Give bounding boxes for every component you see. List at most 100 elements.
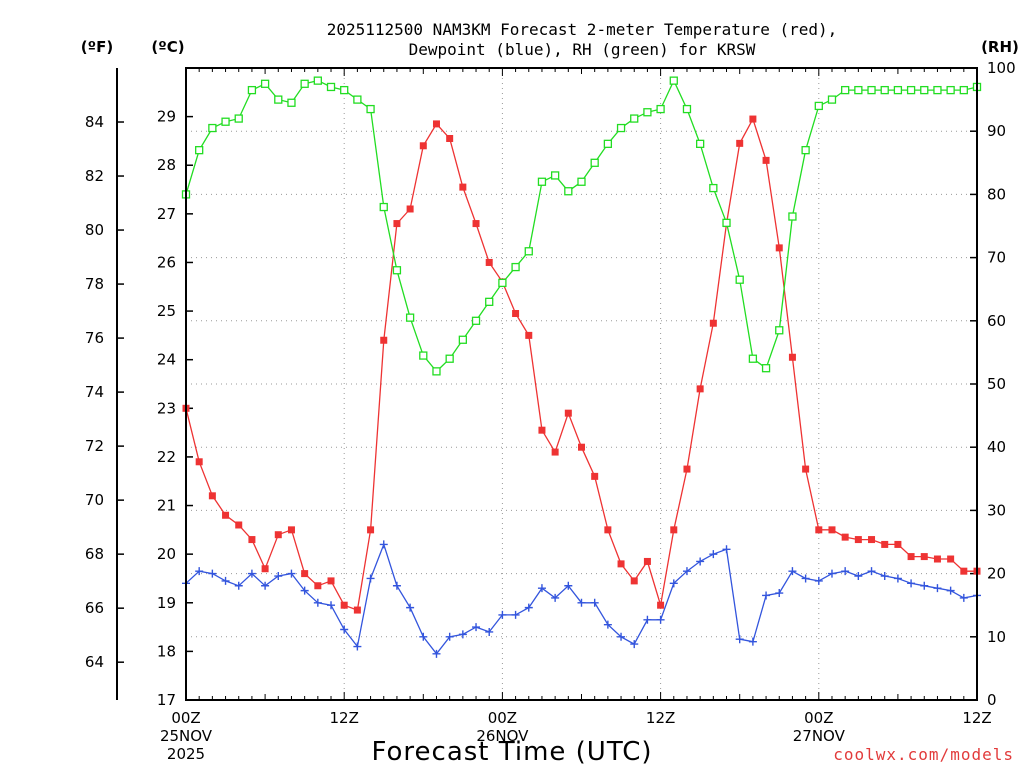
series-dewpoint — [182, 540, 981, 658]
rh-tick-label: 80 — [987, 185, 1006, 203]
temperature-point — [762, 156, 770, 164]
temperature-point — [367, 526, 375, 534]
rh-point — [959, 85, 968, 95]
rh-tick-label: 40 — [987, 438, 1006, 456]
temperature-point — [657, 601, 665, 609]
celsius-tick-label: 20 — [157, 545, 176, 563]
fahrenheit-tick-label: 64 — [85, 653, 104, 671]
rh-tick-label: 30 — [987, 501, 1006, 519]
dewpoint-point — [379, 540, 388, 549]
rh-tick-label: 50 — [987, 375, 1006, 393]
temperature-point — [222, 511, 230, 519]
rh-point — [419, 351, 428, 360]
rh-point — [920, 85, 929, 95]
temperature-point — [868, 536, 876, 544]
dewpoint-point — [775, 589, 784, 598]
x-tick-label-year: 2025 — [167, 745, 205, 763]
dewpoint-point — [287, 569, 296, 578]
rh-point — [471, 316, 481, 325]
dewpoint-point — [630, 640, 639, 649]
rh-point — [564, 187, 573, 196]
dewpoint-point — [867, 567, 876, 576]
dewpoint-point — [841, 567, 850, 576]
rh-tick-label: 90 — [987, 122, 1006, 140]
x-tick-label-date: 27NOV — [793, 727, 846, 745]
rh-point — [247, 85, 257, 95]
temperature-point — [960, 567, 968, 575]
temperature-point — [301, 570, 309, 578]
rh-point — [827, 95, 837, 104]
temperature-point — [683, 465, 691, 473]
rh-point — [656, 104, 665, 114]
temperature-point — [274, 531, 282, 539]
temperature-point — [538, 426, 546, 434]
rh-point — [313, 76, 322, 85]
rh-point — [788, 212, 797, 221]
temperature-point — [340, 601, 348, 609]
celsius-unit-label: (ºC) — [151, 38, 184, 56]
fahrenheit-axis: 64 66 68 70 72 74 76 78 80 82 84 — [85, 68, 124, 700]
temperature-point — [551, 448, 559, 456]
dewpoint-point — [643, 615, 652, 624]
fahrenheit-unit-label: (ºF) — [81, 38, 113, 56]
rh-point — [616, 123, 626, 133]
fahrenheit-tick-label: 76 — [85, 329, 104, 347]
rh-point — [906, 85, 916, 95]
dewpoint-point — [814, 576, 823, 585]
dewpoint-point — [564, 581, 573, 590]
dewpoint-point — [221, 576, 230, 585]
x-tick-label-time: 00Z — [488, 709, 517, 727]
dewpoint-point — [419, 632, 428, 641]
dewpoint-point — [537, 584, 546, 593]
rh-point — [643, 108, 652, 117]
rh-point — [577, 177, 586, 186]
fahrenheit-tick-label: 70 — [85, 491, 104, 509]
temperature-point — [670, 526, 678, 534]
temperature-point — [696, 385, 704, 393]
dewpoint-point — [327, 601, 336, 610]
temperature-point — [709, 319, 717, 327]
rh-point — [801, 146, 810, 155]
dewpoint-point — [669, 579, 678, 588]
temperature-point — [195, 458, 203, 466]
series-rh — [181, 76, 982, 376]
dewpoint-point — [234, 581, 243, 590]
dewpoint-point — [458, 630, 467, 639]
temperature-point — [749, 115, 757, 123]
x-tick-label-date: 25NOV — [160, 727, 213, 745]
rh-point — [353, 95, 362, 104]
dewpoint-point — [788, 567, 797, 576]
dewpoint-point — [274, 572, 283, 581]
temperature-point — [459, 183, 467, 191]
dewpoint-point — [854, 572, 863, 581]
dewpoint-point — [762, 591, 771, 600]
dewpoint-point — [893, 574, 902, 583]
plot-frame — [185, 67, 978, 701]
rh-point — [326, 82, 336, 92]
temperature-point — [775, 244, 783, 252]
rh-point — [761, 364, 771, 373]
dewpoint-point — [827, 569, 836, 578]
temperature-point — [578, 443, 585, 451]
dewpoint-point — [247, 569, 256, 578]
temperature-point — [525, 331, 533, 339]
dewpoint-point — [577, 598, 586, 607]
temperature-point — [208, 492, 216, 500]
dewpoint-point — [735, 635, 744, 644]
dewpoint-point — [722, 545, 731, 554]
series-layer — [181, 76, 982, 658]
temperature-point — [828, 526, 836, 534]
rh-point — [775, 326, 784, 335]
temperature-point — [564, 409, 572, 417]
rh-point — [537, 177, 547, 186]
rh-point — [682, 104, 692, 114]
rh-point — [696, 139, 705, 148]
rh-point — [485, 297, 494, 306]
dewpoint-point — [406, 603, 415, 612]
temperature-point — [393, 220, 401, 228]
series-2-meter-temperature — [182, 115, 981, 614]
dewpoint-point — [313, 598, 322, 607]
rh-axis: 0 10 20 30 40 50 60 70 80 90 100 — [970, 59, 1016, 709]
